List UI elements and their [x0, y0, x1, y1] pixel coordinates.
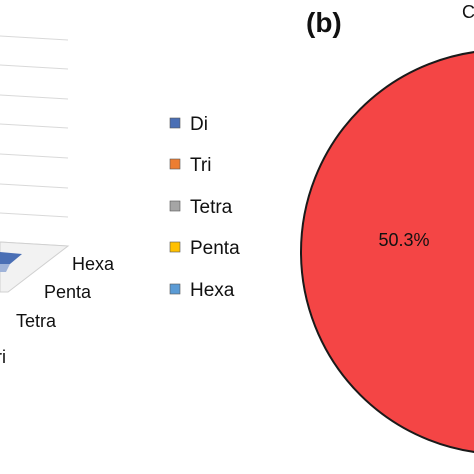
chart-a-floor [0, 241, 70, 293]
legend-swatch-tetra [169, 200, 181, 212]
legend-item-tetra: Tetra [169, 197, 233, 218]
legend-swatch-hexa [169, 283, 181, 295]
panel-label-b: (b) [306, 7, 342, 38]
gridline [0, 212, 69, 218]
chart-a-axis-labels: Hexa Penta Tetra ri [0, 254, 115, 367]
gridline [0, 35, 69, 41]
legend-swatch-di [169, 117, 181, 129]
pie-slice [300, 51, 474, 453]
gridline [0, 123, 69, 129]
legend-swatch-penta [169, 241, 181, 253]
legend-item-tri: Tri [169, 155, 211, 176]
chart-a-gridlines [0, 35, 69, 247]
corner-text: C [462, 2, 474, 22]
chart-a-legend: Di Tri Tetra Penta Hexa [169, 114, 240, 301]
tick-label-penta: Penta [44, 282, 92, 302]
legend-label-tri: Tri [190, 155, 211, 176]
gridline [0, 64, 69, 70]
legend-item-hexa: Hexa [169, 280, 235, 301]
legend-item-di: Di [169, 114, 208, 135]
gridline [0, 183, 69, 189]
tick-label-tri: ri [0, 347, 6, 367]
legend-swatch-tri [169, 158, 181, 170]
legend-item-penta: Penta [169, 238, 240, 259]
legend-label-hexa: Hexa [190, 280, 235, 301]
gridline [0, 153, 69, 159]
tick-label-tetra: Tetra [16, 311, 57, 331]
pie-slice-label: 50.3% [378, 230, 429, 250]
chart-b: (b) C 50.3% [300, 2, 474, 453]
bar-hexa [0, 252, 22, 264]
legend-label-penta: Penta [190, 238, 240, 259]
bar-hexa-shadow [0, 264, 10, 272]
chart-a: Hexa Penta Tetra ri Di Tri Tetra Penta [0, 35, 240, 367]
tick-label-hexa: Hexa [72, 254, 115, 274]
legend-label-tetra: Tetra [190, 197, 233, 218]
gridline [0, 94, 69, 100]
legend-label-di: Di [190, 114, 208, 135]
